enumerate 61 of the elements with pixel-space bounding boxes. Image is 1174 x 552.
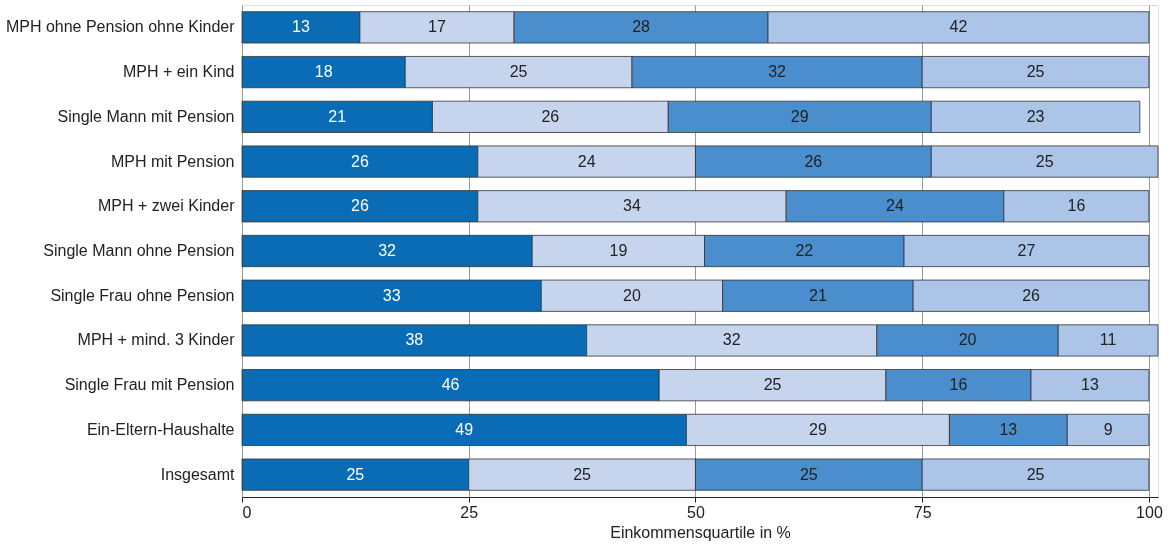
data-label: 28	[632, 18, 651, 36]
y-tick-label: MPH + ein Kind	[122, 63, 235, 81]
y-tick-label: Ein-Eltern-Haushalte	[86, 420, 235, 438]
data-label: 25	[1026, 63, 1045, 81]
y-tick-label: MPH ohne Pension ohne Kinder	[5, 18, 236, 36]
x-tick-label: 25	[460, 503, 479, 521]
data-label: 34	[623, 197, 641, 215]
y-tick-label: Single Mann mit Pension	[57, 107, 235, 125]
data-label: 25	[1035, 152, 1054, 170]
data-label: 24	[886, 197, 904, 215]
data-label: 49	[455, 420, 474, 438]
data-label: 21	[809, 286, 827, 304]
data-label: 22	[795, 242, 814, 259]
data-label: 25	[799, 465, 818, 483]
data-label: 25	[573, 465, 592, 483]
data-label: 26	[1022, 286, 1041, 304]
data-label: 26	[351, 197, 369, 215]
x-axis-title: Einkommensquartile in %	[610, 523, 791, 541]
y-tick-label: MPH + zwei Kinder	[98, 197, 236, 215]
x-tick-label: 75	[913, 503, 932, 521]
data-label: 32	[722, 331, 741, 349]
x-tick-label: 0	[242, 503, 252, 521]
data-label: 25	[509, 63, 528, 81]
data-label: 13	[999, 420, 1018, 438]
x-tick-label: 50	[687, 503, 705, 521]
data-label: 16	[1067, 197, 1086, 215]
data-label: 24	[577, 152, 596, 170]
data-label: 29	[790, 107, 809, 125]
data-label: 13	[292, 18, 310, 36]
data-label: 21	[328, 107, 347, 125]
data-label: 16	[949, 376, 968, 394]
data-label: 13	[1081, 376, 1099, 394]
data-label: 20	[623, 286, 641, 304]
data-label: 23	[1026, 107, 1045, 125]
data-label: 25	[346, 465, 365, 483]
data-label: 46	[441, 376, 460, 394]
data-label: 25	[763, 376, 782, 394]
data-label: 33	[382, 286, 401, 304]
data-label: 26	[804, 152, 823, 170]
data-label: 26	[351, 152, 369, 170]
data-label: 38	[405, 331, 424, 349]
data-label: 27	[1017, 242, 1036, 259]
y-tick-label: Single Mann ohne Pension	[43, 242, 235, 259]
data-label: 18	[314, 63, 333, 81]
y-tick-label: MPH + mind. 3 Kinder	[77, 331, 236, 349]
data-label: 32	[378, 242, 397, 259]
y-tick-label: MPH mit Pension	[110, 152, 235, 170]
x-tick-label: 100	[1136, 503, 1163, 521]
data-label: 9	[1103, 420, 1113, 438]
data-label: 29	[809, 420, 827, 438]
data-label: 17	[428, 18, 446, 36]
data-label: 19	[609, 242, 628, 259]
y-tick-label: Single Frau ohne Pension	[50, 286, 235, 304]
data-label: 25	[1026, 465, 1045, 483]
data-label: 26	[541, 107, 560, 125]
y-tick-label: Insgesamt	[160, 465, 236, 483]
data-label: 42	[949, 18, 968, 36]
y-tick-label: Single Frau mit Pension	[64, 376, 235, 394]
data-label: 32	[768, 63, 787, 81]
data-label: 20	[958, 331, 977, 349]
data-label: 11	[1099, 331, 1117, 349]
